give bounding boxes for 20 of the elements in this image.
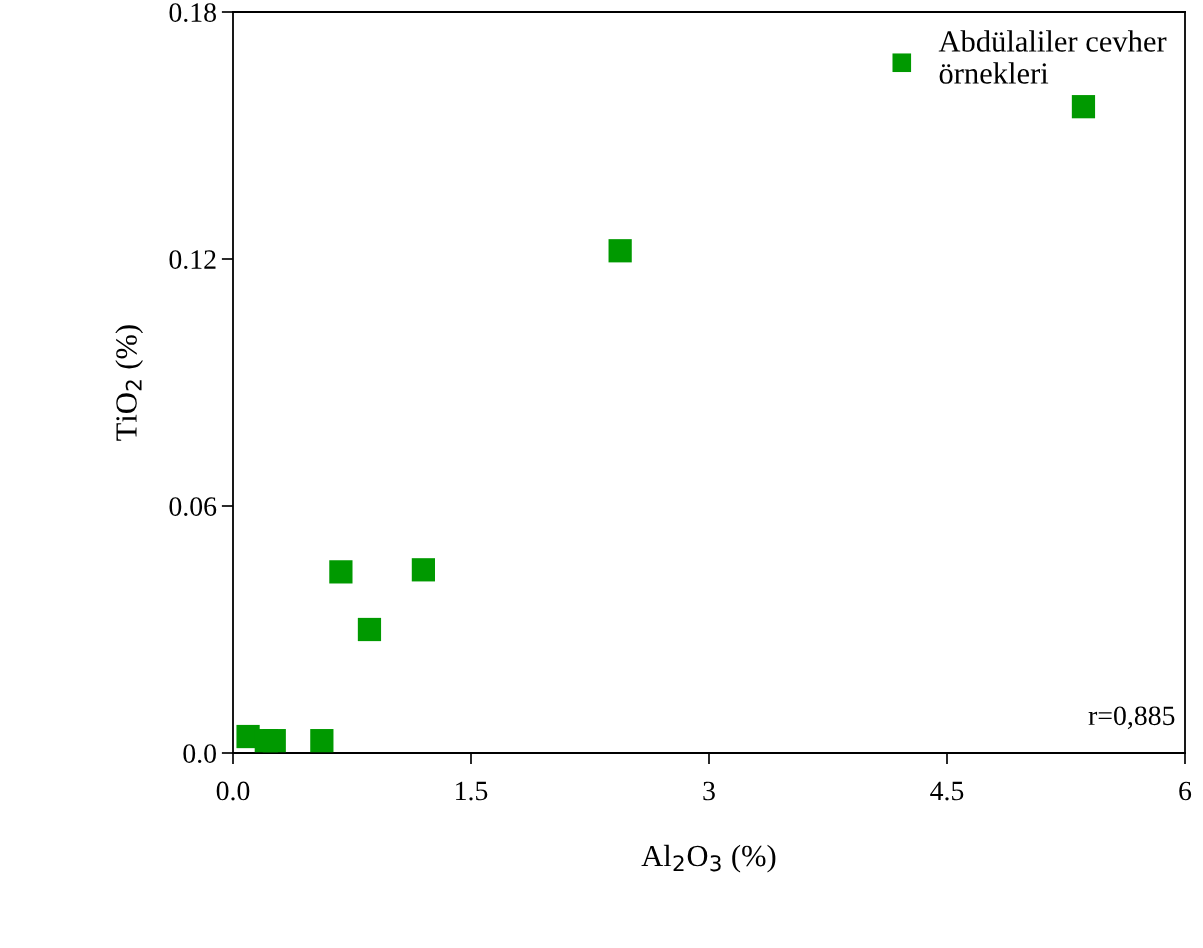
annotation: r=0,885 — [1088, 706, 1175, 730]
point — [329, 560, 353, 584]
point — [357, 617, 382, 642]
x-tick-label: 3 — [703, 781, 715, 801]
point — [310, 729, 334, 753]
point — [608, 239, 632, 263]
point — [262, 729, 286, 753]
x-tick-label: 1.5 — [456, 781, 488, 801]
x-tick-label: 0.0 — [216, 781, 250, 801]
point — [411, 558, 436, 582]
x-tick-label: 4.5 — [930, 781, 964, 801]
x-axis-title: Al$_{2}$O$_{3}$ (%) — [641, 844, 776, 873]
y-tick-label: 0.18 — [169, 3, 216, 23]
y-tick-label: 0.06 — [169, 497, 217, 517]
y-tick-label: 0.0 — [183, 744, 216, 764]
y-axis-title: TiO$_{2}$ (%) — [115, 325, 144, 441]
x-tick-label: 6 — [1179, 781, 1192, 801]
y-tick-label: 0.12 — [169, 250, 216, 270]
legend-label: Abdülaliler cevher örnekleri — [938, 30, 1167, 84]
point — [1071, 95, 1096, 119]
